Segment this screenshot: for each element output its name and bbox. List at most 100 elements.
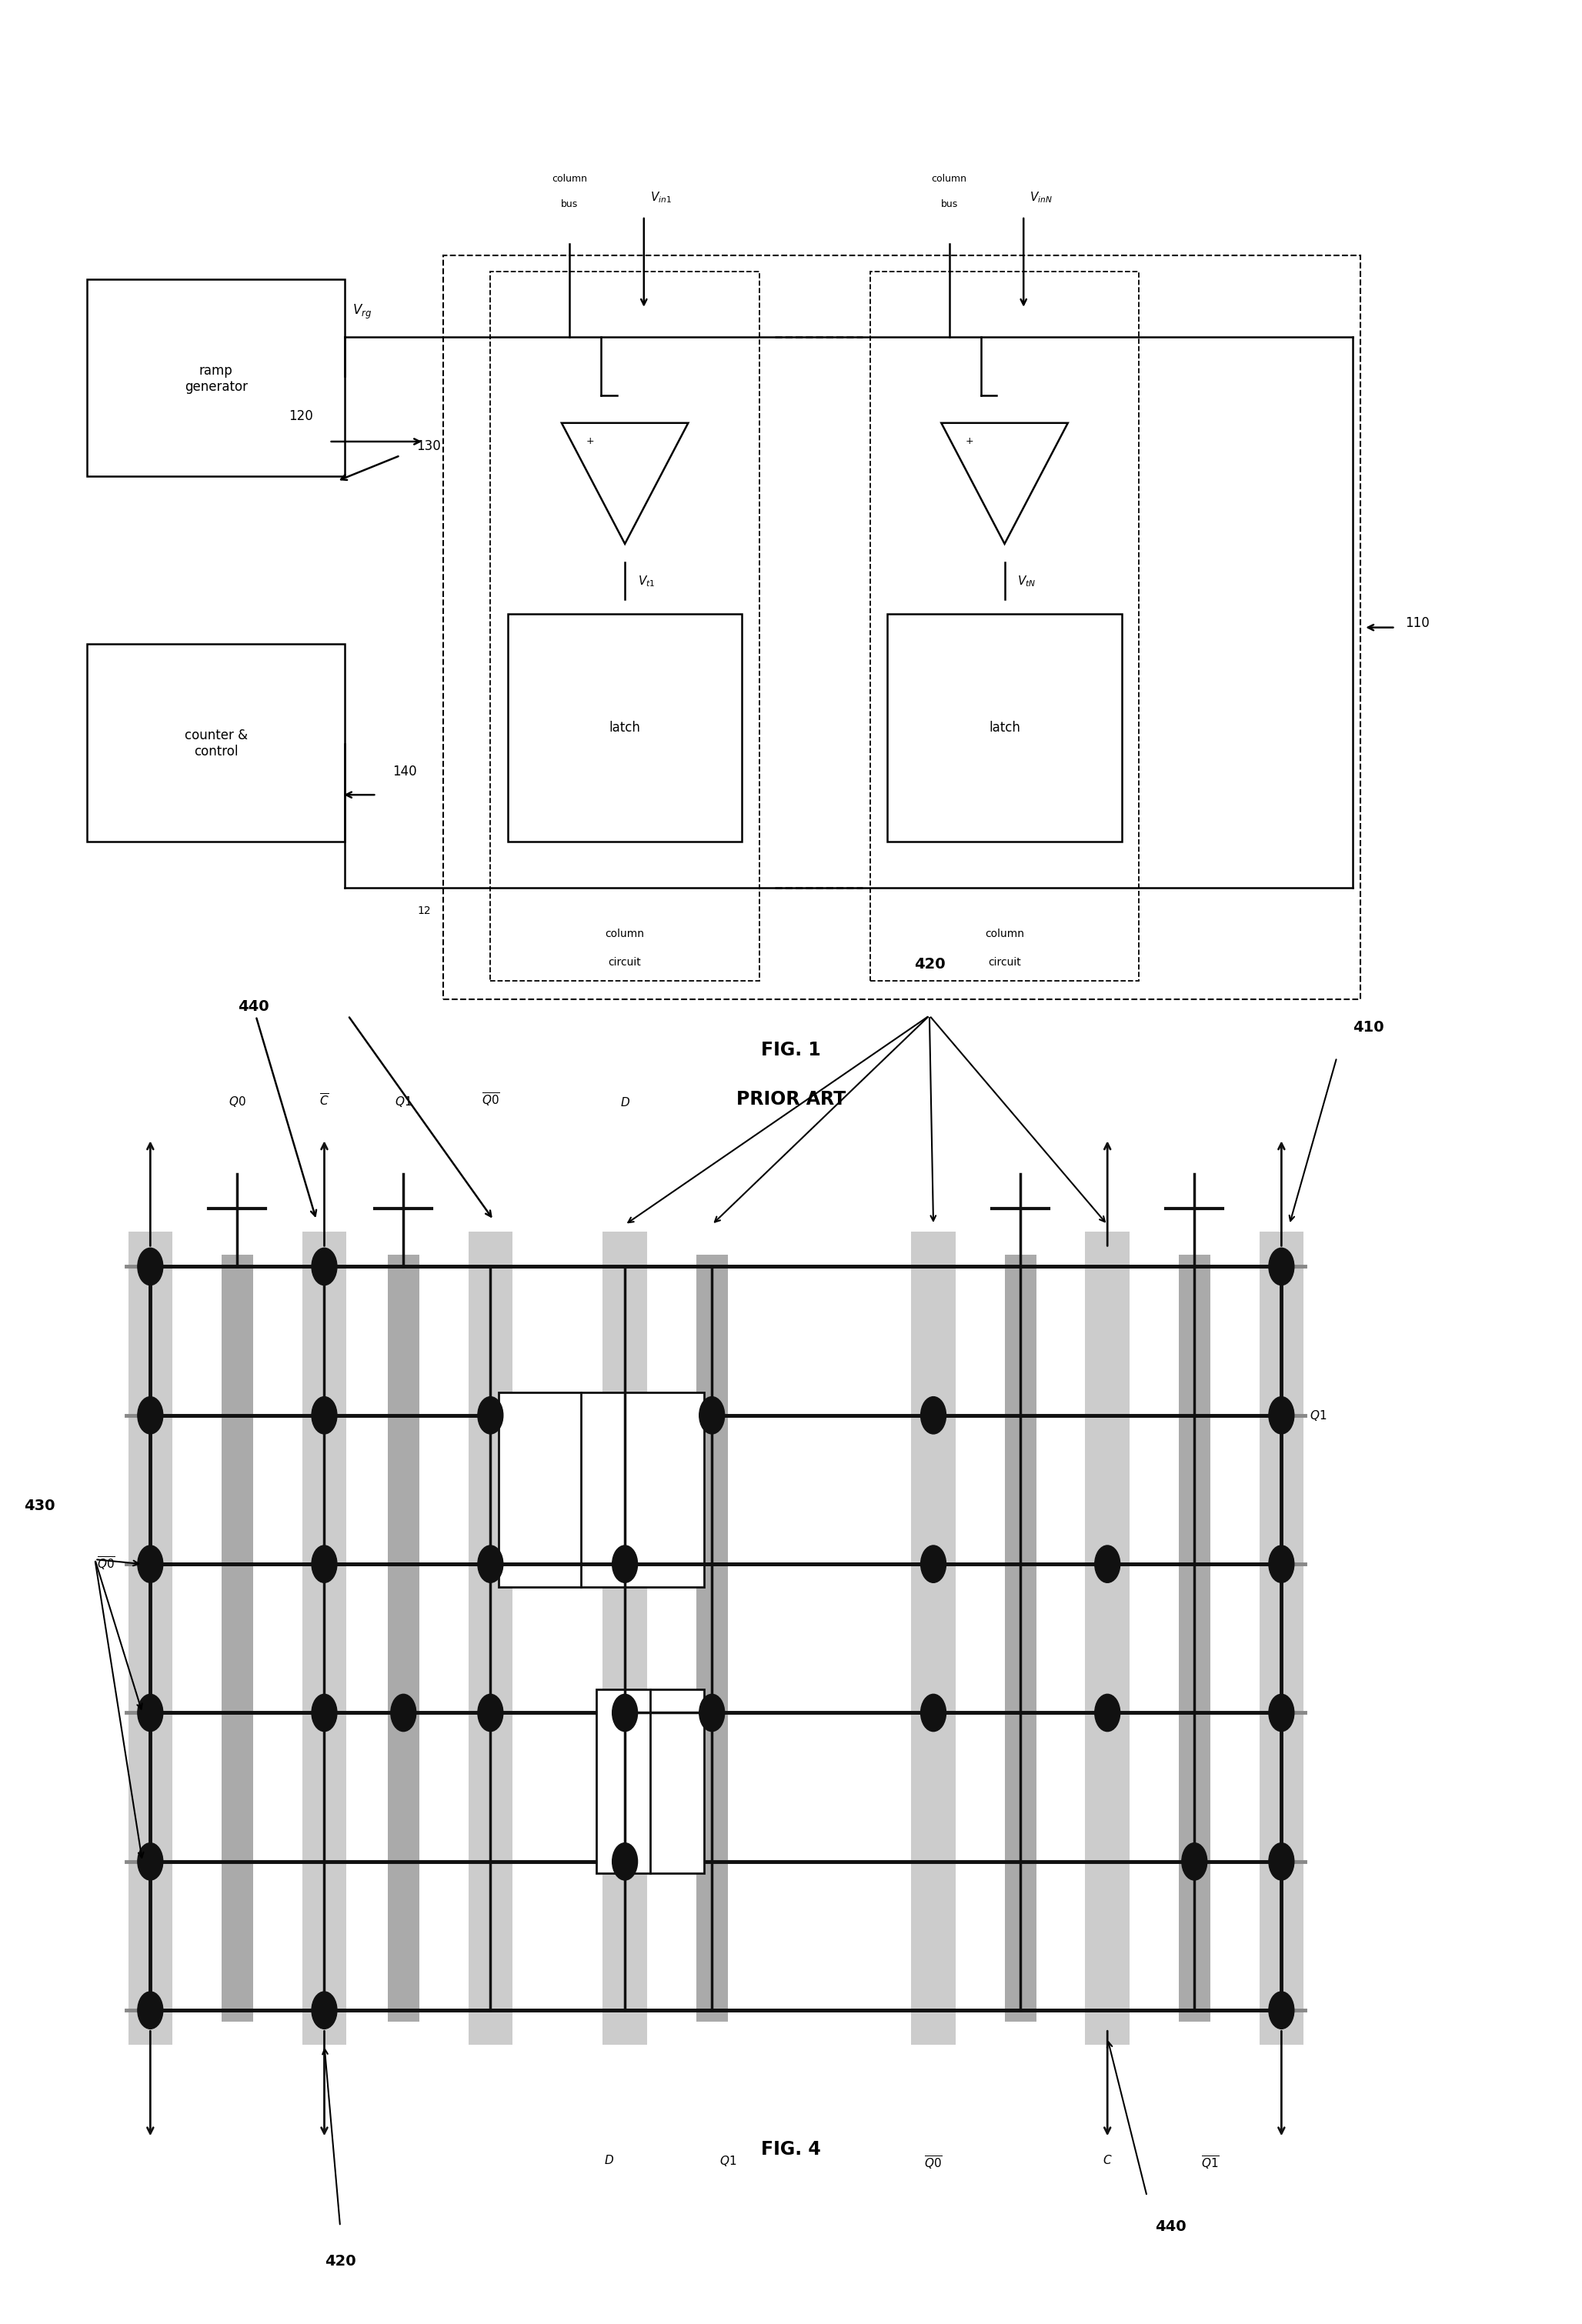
Bar	[696, 1255, 728, 2022]
Text: $Q0$: $Q0$	[228, 1095, 247, 1109]
Bar	[128, 1232, 172, 2045]
Text: 110: 110	[1405, 616, 1429, 630]
Circle shape	[1269, 1248, 1294, 1285]
Circle shape	[138, 1397, 163, 1434]
Circle shape	[478, 1545, 503, 1583]
Text: $\overline{Q0}$: $\overline{Q0}$	[97, 1555, 115, 1573]
Text: PRIOR ART: PRIOR ART	[736, 1090, 846, 1109]
Text: 130: 130	[416, 439, 440, 453]
Text: 140: 140	[392, 765, 416, 779]
Text: bus: bus	[562, 200, 577, 209]
Circle shape	[699, 1694, 725, 1731]
Circle shape	[921, 1694, 946, 1731]
Text: circuit: circuit	[609, 957, 641, 967]
Circle shape	[921, 1545, 946, 1583]
Text: 440: 440	[237, 999, 316, 1215]
Circle shape	[312, 1545, 337, 1583]
Text: 440: 440	[1155, 2219, 1186, 2233]
Text: $D$: $D$	[604, 2154, 614, 2166]
Circle shape	[612, 1843, 638, 1880]
Circle shape	[612, 1545, 638, 1583]
Circle shape	[312, 1248, 337, 1285]
Bar	[302, 1232, 346, 2045]
Circle shape	[138, 1545, 163, 1583]
Circle shape	[921, 1397, 946, 1434]
Bar	[596, 1690, 704, 1873]
Text: ramp
generator: ramp generator	[185, 365, 247, 393]
Text: bus: bus	[941, 200, 957, 209]
Bar	[1259, 1232, 1304, 2045]
Bar	[508, 614, 742, 841]
Text: FIG. 1: FIG. 1	[761, 1041, 821, 1060]
Circle shape	[1269, 1992, 1294, 2029]
Circle shape	[1269, 1843, 1294, 1880]
Text: latch: latch	[609, 720, 641, 734]
Text: +: +	[965, 437, 975, 446]
Circle shape	[138, 1694, 163, 1731]
Bar	[498, 1392, 704, 1587]
Bar	[1179, 1255, 1210, 2022]
Text: $\overline{Q0}$: $\overline{Q0}$	[481, 1092, 500, 1109]
Bar	[87, 644, 345, 841]
Text: column: column	[932, 174, 967, 184]
Circle shape	[699, 1397, 725, 1434]
Circle shape	[1269, 1397, 1294, 1434]
Text: column: column	[986, 930, 1024, 939]
Text: circuit: circuit	[989, 957, 1020, 967]
Text: $V_{in1}$: $V_{in1}$	[650, 191, 672, 205]
Text: +: +	[585, 437, 595, 446]
Text: 430: 430	[24, 1499, 55, 1513]
Text: $V_{t1}$: $V_{t1}$	[638, 574, 655, 588]
Bar	[1085, 1232, 1130, 2045]
Bar	[221, 1255, 253, 2022]
Circle shape	[478, 1397, 503, 1434]
Bar	[87, 279, 345, 476]
Text: $Q1$: $Q1$	[1310, 1408, 1327, 1422]
Circle shape	[138, 1992, 163, 2029]
Bar	[490, 272, 759, 981]
Text: $\overline{Q1}$: $\overline{Q1}$	[1201, 2154, 1220, 2171]
Text: $\overline{Q0}$: $\overline{Q0}$	[924, 2154, 943, 2171]
Text: FIG. 4: FIG. 4	[761, 2140, 821, 2159]
Bar	[888, 614, 1122, 841]
Circle shape	[612, 1694, 638, 1731]
Text: $V_{inN}$: $V_{inN}$	[1030, 191, 1054, 205]
Text: $V_{tN}$: $V_{tN}$	[1017, 574, 1036, 588]
Bar	[443, 256, 1361, 999]
Bar	[468, 1232, 513, 2045]
Text: column: column	[552, 174, 587, 184]
Bar	[388, 1255, 419, 2022]
Text: latch: latch	[989, 720, 1020, 734]
Bar	[603, 1232, 647, 2045]
Circle shape	[391, 1694, 416, 1731]
Circle shape	[312, 1397, 337, 1434]
Bar	[911, 1232, 956, 2045]
Circle shape	[138, 1843, 163, 1880]
Circle shape	[1095, 1694, 1120, 1731]
Text: 12: 12	[418, 906, 430, 916]
Text: column: column	[606, 930, 644, 939]
Text: 120: 120	[290, 409, 313, 423]
Text: counter &
control: counter & control	[185, 730, 247, 758]
Bar	[870, 272, 1139, 981]
Bar	[1005, 1255, 1036, 2022]
Text: $Q1$: $Q1$	[720, 2154, 736, 2168]
Circle shape	[312, 1694, 337, 1731]
Text: $D$: $D$	[620, 1097, 630, 1109]
Text: 420: 420	[914, 957, 944, 971]
Circle shape	[1095, 1545, 1120, 1583]
Text: 410: 410	[1353, 1020, 1384, 1034]
Circle shape	[138, 1248, 163, 1285]
Text: $V_{rg}$: $V_{rg}$	[353, 302, 372, 321]
Text: $\overline{C}$: $\overline{C}$	[320, 1092, 329, 1109]
Circle shape	[1182, 1843, 1207, 1880]
Circle shape	[478, 1694, 503, 1731]
Polygon shape	[562, 423, 688, 544]
Text: 420: 420	[324, 2254, 356, 2268]
Circle shape	[1269, 1694, 1294, 1731]
Circle shape	[312, 1992, 337, 2029]
Polygon shape	[941, 423, 1068, 544]
Text: $C$: $C$	[1103, 2154, 1112, 2166]
Circle shape	[1269, 1545, 1294, 1583]
Text: $Q1$: $Q1$	[396, 1095, 411, 1109]
